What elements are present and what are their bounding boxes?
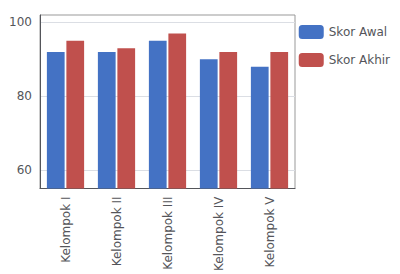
svg-text:80: 80 [17,89,32,103]
svg-text:60: 60 [17,163,32,177]
svg-text:Kelompok II: Kelompok II [110,197,124,267]
svg-text:Kelompok III: Kelompok III [161,197,175,270]
svg-text:Skor Awal: Skor Awal [329,25,387,39]
svg-text:Kelompok IV: Kelompok IV [212,196,226,271]
svg-text:Kelompok V: Kelompok V [263,196,277,268]
svg-text:Skor Akhir: Skor Akhir [329,53,390,67]
svg-text:Kelompok I: Kelompok I [59,197,73,263]
svg-text:100: 100 [9,15,32,29]
